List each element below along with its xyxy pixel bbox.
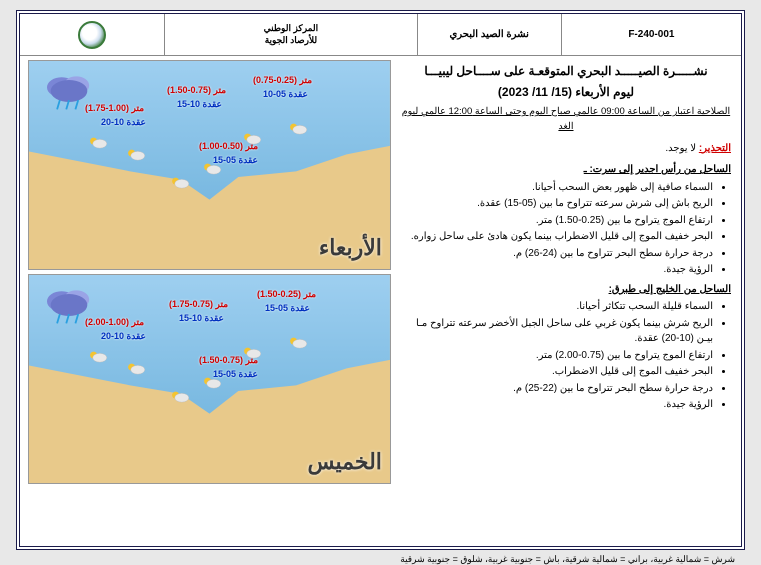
doc-title: نشرة الصيد البحري — [417, 14, 561, 55]
list-item: الرؤية جيدة. — [401, 397, 713, 413]
validity-line: الصلاحية اعتبار من الساعة 09:00 عالمي صب… — [401, 105, 731, 134]
list-item: البحر خفيف الموج إلى قليل الاضطراب. — [401, 364, 713, 380]
text-column: نشـــــرة الصيـــــد البحري المتوقعـة عل… — [395, 56, 741, 546]
org-line2: للأرصاد الجوية — [265, 35, 317, 45]
sun-cloud-icon — [287, 121, 309, 135]
list-item: ارتفاع الموج يتراوح ما بين (0.75-2.00) م… — [401, 348, 713, 364]
sun-cloud-icon — [287, 335, 309, 349]
sun-cloud-icon — [241, 131, 263, 145]
logo-cell — [20, 14, 164, 55]
section-heading: الساحل من رأس اجدير إلى سرت: ـ — [401, 162, 731, 178]
sun-cloud-icon — [201, 375, 223, 389]
wind-speed-label: 15-10 عقدة — [177, 99, 222, 110]
day-label: الخميس — [308, 449, 382, 475]
main-title: نشـــــرة الصيـــــد البحري المتوقعـة عل… — [401, 62, 731, 81]
sun-cloud-icon — [169, 175, 191, 189]
warning-text: لا يوجد. — [665, 143, 696, 154]
sun-cloud-icon — [87, 135, 109, 149]
list-item: السماء صافية إلى ظهور بعض السحب أحيانا. — [401, 180, 713, 196]
list-item: السماء قليلة السحب تتكاثر أحيانا. — [401, 299, 713, 315]
header-row: F-240-001 نشرة الصيد البحري المركز الوطن… — [20, 14, 741, 56]
org-name: المركز الوطني للأرصاد الجوية — [164, 14, 416, 55]
warning-label: التحذير: — [699, 143, 731, 154]
sub-title: ليوم الأربعاء (15/ 11/ 2023) — [401, 83, 731, 102]
org-logo-icon — [78, 21, 106, 49]
wave-height-label: (1.75-0.75) متر — [169, 299, 228, 310]
wind-legend: شرش = شمالية غربية، براني = شمالية شرقية… — [16, 550, 745, 565]
sun-cloud-icon — [125, 147, 147, 161]
sun-cloud-icon — [201, 161, 223, 175]
maps-column: الأربعاء (0.75-0.25) متر 10-05 عقدة (1.50-… — [20, 56, 395, 546]
wind-speed-label: 15-05 عقدة — [265, 303, 310, 314]
body-row: نشـــــرة الصيـــــد البحري المتوقعـة عل… — [20, 56, 741, 546]
wave-height-label: (1.50-0.25) متر — [257, 289, 316, 300]
list-item: درجة حرارة سطح البحر تتراوح ما بين (22-2… — [401, 381, 713, 397]
wind-speed-label: 20-10 عقدة — [101, 117, 146, 128]
forecast-map-wed: الأربعاء (0.75-0.25) متر 10-05 عقدة (1.50-… — [28, 60, 391, 270]
section-1-list: السماء صافية إلى ظهور بعض السحب أحيانا. … — [401, 180, 731, 278]
sun-cloud-icon — [125, 361, 147, 375]
section-heading: الساحل من الخليج إلى طبرق: — [401, 282, 731, 298]
sun-cloud-icon — [87, 349, 109, 363]
list-item: الريح شرش بينما يكون غربي على ساحل الجبل… — [401, 316, 713, 347]
forecast-map-thu: الخميس (1.50-0.25) متر 15-05 عقدة (1.75-0.… — [28, 274, 391, 484]
wave-height-label: (2.00-1.00) متر — [85, 317, 144, 328]
section-2-list: السماء قليلة السحب تتكاثر أحيانا. الريح … — [401, 299, 731, 413]
list-item: البحر خفيف الموج إلى قليل الاضطراب بينما… — [401, 229, 713, 245]
list-item: الريح باش إلى شرش سرعته تتراوح ما بين (0… — [401, 196, 713, 212]
list-item: درجة حرارة سطح البحر تتراوح ما بين (24-2… — [401, 246, 713, 262]
wind-speed-label: 10-05 عقدة — [263, 89, 308, 100]
warning-line: التحذير: لا يوجد. — [401, 141, 731, 157]
wind-speed-label: 20-10 عقدة — [101, 331, 146, 342]
sun-cloud-icon — [169, 389, 191, 403]
bulletin-page: F-240-001 نشرة الصيد البحري المركز الوطن… — [16, 10, 745, 550]
org-line1: المركز الوطني — [264, 23, 318, 33]
day-label: الأربعاء — [319, 235, 382, 261]
wave-height-label: (1.75-1.00) متر — [85, 103, 144, 114]
list-item: ارتفاع الموج يتراوح ما بين (0.25-1.50) م… — [401, 213, 713, 229]
wave-height-label: (1.50-0.75) متر — [167, 85, 226, 96]
sun-cloud-icon — [241, 345, 263, 359]
doc-code: F-240-001 — [561, 14, 741, 55]
list-item: الرؤية جيدة. — [401, 262, 713, 278]
wave-height-label: (0.75-0.25) متر — [253, 75, 312, 86]
wind-speed-label: 15-10 عقدة — [179, 313, 224, 324]
